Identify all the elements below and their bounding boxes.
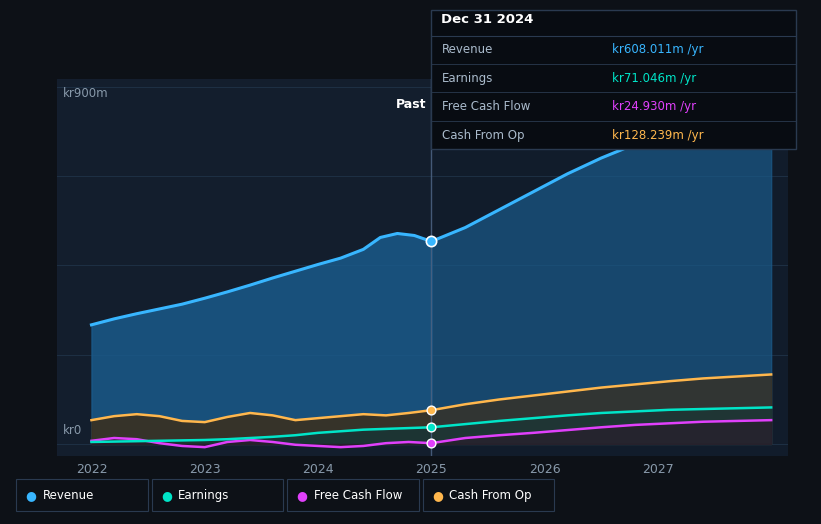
Text: kr24.930m /yr: kr24.930m /yr: [612, 100, 695, 113]
Point: [424, 237, 438, 246]
Text: ●: ●: [432, 489, 443, 501]
Text: Revenue: Revenue: [442, 43, 493, 57]
Text: Free Cash Flow: Free Cash Flow: [442, 100, 530, 113]
Text: ●: ●: [161, 489, 172, 501]
Text: Earnings: Earnings: [442, 72, 493, 85]
Point: [424, 406, 438, 414]
Text: kr608.011m /yr: kr608.011m /yr: [612, 43, 703, 57]
Point: [424, 439, 438, 447]
Text: Analysts Forecasts: Analysts Forecasts: [436, 99, 553, 112]
Text: Dec 31 2024: Dec 31 2024: [441, 13, 534, 26]
Point: [424, 423, 438, 431]
Text: kr71.046m /yr: kr71.046m /yr: [612, 72, 696, 85]
Text: Revenue: Revenue: [43, 489, 94, 501]
Text: Cash From Op: Cash From Op: [442, 128, 524, 141]
Text: Free Cash Flow: Free Cash Flow: [314, 489, 402, 501]
Text: kr0: kr0: [63, 424, 82, 437]
Text: Past: Past: [397, 99, 427, 112]
Text: Earnings: Earnings: [178, 489, 230, 501]
Text: ●: ●: [296, 489, 308, 501]
Text: Cash From Op: Cash From Op: [449, 489, 531, 501]
Text: kr128.239m /yr: kr128.239m /yr: [612, 128, 704, 141]
Text: kr900m: kr900m: [63, 88, 108, 100]
Bar: [57, 79, 431, 456]
Text: ●: ●: [25, 489, 37, 501]
